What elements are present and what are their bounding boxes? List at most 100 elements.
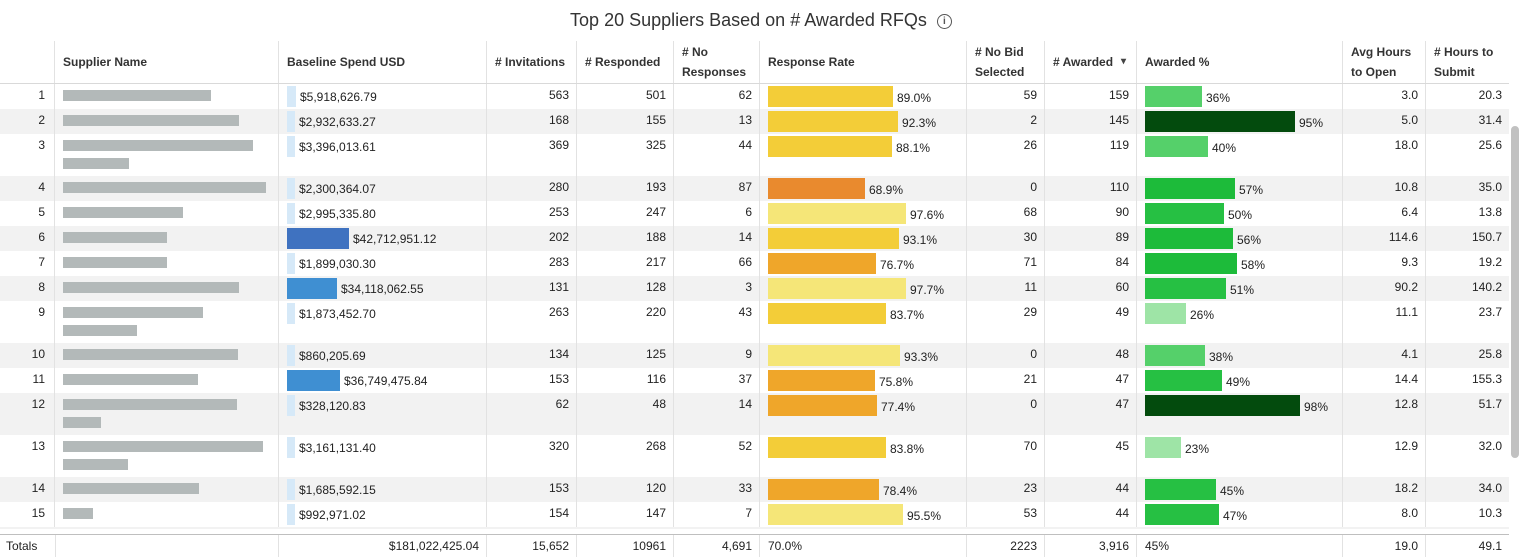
cell-hours_submit: 35.0 — [1478, 180, 1502, 194]
awarded-percent: 58% — [1137, 251, 1343, 276]
table-row[interactable]: 5 $2,995,335.80 253 247 6 97.6% 68 90 50% 6.4 13.8 — [0, 201, 1509, 226]
cell-no_bid: 2 — [967, 109, 1045, 134]
cell-hours_submit: 13.8 — [1478, 205, 1502, 219]
row-index: 9 — [0, 301, 55, 343]
cell-hours_submit: 20.3 — [1478, 88, 1502, 102]
column-header-invitations[interactable]: # Invitations — [487, 41, 577, 83]
baseline-spend: $992,971.02 — [279, 502, 487, 527]
cell-invitations: 280 — [487, 176, 577, 201]
redacted-supplier-name — [63, 182, 266, 193]
table-row[interactable]: 9 $1,873,452.70 263 220 43 83.7% 29 49 26% 11.1 23… — [0, 301, 1509, 343]
response-rate: 92.3% — [760, 109, 967, 134]
row-index: 5 — [0, 201, 55, 226]
table-row[interactable]: 7 $1,899,030.30 283 217 66 76.7% 71 84 58% 9.3 19.… — [0, 251, 1509, 276]
awarded-percent-value: 47% — [1223, 509, 1248, 523]
baseline-spend: $5,918,626.79 — [279, 84, 487, 109]
column-header-supplier[interactable]: Supplier Name — [55, 41, 279, 83]
redacted-supplier-name — [63, 140, 253, 151]
table-row[interactable]: 8 $34,118,062.55 131 128 3 97.7% 11 60 51% 90.2 14… — [0, 276, 1509, 301]
table-row[interactable]: 13 $3,161,131.40 320 268 52 83.8% 70 45 23% 12.9 3… — [0, 435, 1509, 477]
awarded-percent-value: 38% — [1209, 350, 1234, 364]
cell-hours_submit: 34.0 — [1478, 481, 1502, 495]
table-row[interactable]: 3 $3,396,013.61 369 325 44 88.1% 26 119 40% 18.0 2… — [0, 134, 1509, 176]
column-header-awarded[interactable]: # Awarded ▾ — [1045, 41, 1137, 83]
response-rate: 78.4% — [760, 477, 967, 502]
table-row[interactable]: 6 $42,712,951.12 202 188 14 93.1% 30 89 56% 114.6… — [0, 226, 1509, 251]
cell-no_bid: 30 — [967, 226, 1045, 251]
column-header-avg_open[interactable]: Avg Hours to Open — [1343, 41, 1426, 83]
cell-no_resp: 3 — [674, 276, 760, 301]
spend-value: $5,918,626.79 — [300, 90, 377, 104]
redacted-supplier-name — [63, 282, 239, 293]
totals-avg_open: 19.0 — [1343, 535, 1426, 557]
cell-invitations: 283 — [487, 251, 577, 276]
cell-responded: 188 — [577, 226, 674, 251]
response-rate-value: 95.5% — [907, 509, 942, 523]
response-rate: 75.8% — [760, 368, 967, 393]
response-rate: 89.0% — [760, 84, 967, 109]
cell-awarded: 89 — [1045, 226, 1137, 251]
cell-avg_open: 18.2 — [1343, 477, 1426, 502]
table-row[interactable]: 14 $1,685,592.15 153 120 33 78.4% 23 44 45% 18.2 3… — [0, 477, 1509, 502]
column-header-label: Awarded % — [1145, 55, 1210, 69]
column-header-label: # No Bid Selected — [975, 45, 1025, 79]
response-rate-bar — [768, 303, 886, 324]
column-header-responded[interactable]: # Responded — [577, 41, 674, 83]
column-header-label: # Hours to Submit — [1434, 45, 1494, 79]
cell-avg_open: 18.0 — [1343, 134, 1426, 176]
awarded-percent-bar — [1145, 278, 1226, 299]
table-row[interactable]: 10 $860,205.69 134 125 9 93.3% 0 48 38% 4.1 25.8 — [0, 343, 1509, 368]
totals-hours_submit: 49.1 — [1478, 539, 1502, 553]
spend-bar — [287, 278, 337, 299]
table-row[interactable]: 11 $36,749,475.84 153 116 37 75.8% 21 47 49% 14.4… — [0, 368, 1509, 393]
response-rate-value: 92.3% — [902, 116, 937, 130]
column-header-no_bid[interactable]: # No Bid Selected — [967, 41, 1045, 83]
row-index: 12 — [0, 393, 55, 435]
table-header: Supplier Name Baseline Spend USD # Invitat… — [0, 41, 1509, 84]
spend-value: $1,685,592.15 — [299, 483, 376, 497]
response-rate-value: 89.0% — [897, 91, 932, 105]
cell-hours_submit: 32.0 — [1478, 439, 1502, 453]
column-header-spend[interactable]: Baseline Spend USD — [279, 41, 487, 83]
info-icon[interactable]: i — [936, 14, 952, 29]
cell-no_bid: 0 — [967, 343, 1045, 368]
column-header-hours_submit[interactable]: # Hours to Submit — [1426, 41, 1509, 83]
table-row[interactable]: 2 $2,932,633.27 168 155 13 92.3% 2 145 95% 5.0 31.… — [0, 109, 1509, 134]
table-row[interactable]: 1 $5,918,626.79 563 501 62 89.0% 59 159 36% 3.0 20… — [0, 84, 1509, 109]
column-header-awarded_pct[interactable]: Awarded % — [1137, 41, 1343, 83]
cell-avg_open: 11.1 — [1343, 301, 1426, 343]
awarded-percent: 51% — [1137, 276, 1343, 301]
chevron-down-icon[interactable]: ▾ — [1121, 56, 1127, 67]
supplier-name-redacted — [55, 134, 279, 176]
table-row[interactable]: 15 $992,971.02 154 147 7 95.5% 53 44 47% 8.0 10.3 — [0, 502, 1509, 527]
response-rate-bar — [768, 437, 886, 458]
column-header-resp_rate[interactable]: Response Rate — [760, 41, 967, 83]
spend-value: $2,300,364.07 — [299, 182, 376, 196]
supplier-name-redacted — [55, 435, 279, 477]
column-header-label: # Responded — [585, 55, 661, 69]
column-header-label: # No Responses — [682, 45, 747, 79]
cell-no_resp: 87 — [674, 176, 760, 201]
cell-no_resp: 33 — [674, 477, 760, 502]
awarded-percent: 38% — [1137, 343, 1343, 368]
spend-bar — [287, 178, 295, 199]
response-rate-bar — [768, 86, 893, 107]
cell-awarded: 119 — [1045, 134, 1137, 176]
awarded-percent-bar — [1145, 504, 1219, 525]
table-row[interactable]: 12 $328,120.83 62 48 14 77.4% 0 47 98% 12.8 51.7 — [0, 393, 1509, 435]
supplier-name-redacted — [55, 368, 279, 393]
vertical-scrollbar[interactable] — [1511, 126, 1519, 458]
redacted-supplier-name — [63, 307, 203, 318]
cell-responded: 155 — [577, 109, 674, 134]
cell-avg_open: 6.4 — [1343, 201, 1426, 226]
cell-avg_open: 10.8 — [1343, 176, 1426, 201]
table-row[interactable]: 4 $2,300,364.07 280 193 87 68.9% 0 110 57% 10.8 35… — [0, 176, 1509, 201]
totals-row: Totals $181,022,425.04 15,652 10961 4,691 70.… — [0, 534, 1509, 557]
supplier-name-redacted — [55, 393, 279, 435]
cell-avg_open: 8.0 — [1343, 502, 1426, 527]
response-rate: 97.6% — [760, 201, 967, 226]
cell-awarded: 159 — [1045, 84, 1137, 109]
supplier-name-redacted — [55, 251, 279, 276]
column-header-no_resp[interactable]: # No Responses — [674, 41, 760, 83]
cell-responded: 247 — [577, 201, 674, 226]
